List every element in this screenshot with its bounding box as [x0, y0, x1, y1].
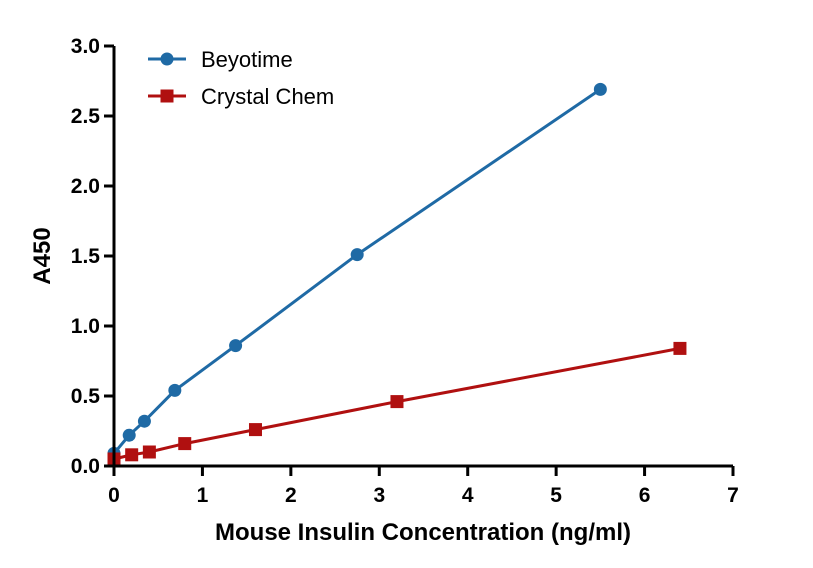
data-point	[248, 423, 262, 437]
data-point	[168, 383, 182, 397]
legend-label-beyotime: Beyotime	[201, 47, 293, 72]
data-point	[178, 437, 192, 451]
y-axis-label: A450	[29, 227, 56, 284]
data-point	[125, 448, 139, 462]
series-crystal-chem	[107, 341, 687, 466]
legend-label-crystal-chem: Crystal Chem	[201, 84, 334, 109]
y-tick-label: 2.0	[71, 175, 100, 198]
legend-entry-crystal-chem: Crystal Chem	[148, 84, 334, 109]
legend-entry-beyotime: Beyotime	[148, 47, 293, 72]
legend-marker-beyotime	[160, 52, 174, 66]
series-beyotime	[107, 82, 607, 460]
data-point	[229, 339, 243, 353]
plot-area	[107, 82, 687, 466]
x-tick-label: 3	[373, 484, 385, 507]
x-tick-label: 7	[727, 484, 739, 507]
series-line-beyotime	[112, 88, 602, 455]
y-tick-label: 3.0	[71, 35, 100, 58]
y-tick-label: 0.5	[71, 385, 101, 408]
legend: Beyotime Crystal Chem	[148, 47, 334, 109]
y-tick-label: 1.5	[71, 245, 101, 268]
data-point	[122, 428, 136, 442]
x-tick-label: 5	[550, 484, 562, 507]
data-point	[350, 248, 364, 262]
data-point	[137, 414, 151, 428]
legend-marker-crystal-chem	[160, 89, 174, 103]
x-tick-label: 6	[639, 484, 651, 507]
x-axis-label: Mouse Insulin Concentration (ng/ml)	[215, 519, 631, 546]
y-tick-label: 0.0	[71, 455, 100, 478]
x-tick-label: 2	[285, 484, 297, 507]
ticks: 0 1 2 3 4 5 6 7 0.0 0.5 1.0 1.5 2.0 2.5 3.0	[71, 35, 739, 507]
x-tick-label: 0	[108, 484, 120, 507]
x-tick-label: 4	[462, 484, 474, 507]
data-point	[593, 82, 607, 96]
data-point	[673, 341, 687, 355]
x-tick-label: 1	[197, 484, 209, 507]
axes	[112, 46, 733, 468]
y-tick-label: 2.5	[71, 105, 101, 128]
data-point	[142, 445, 156, 459]
y-tick-label: 1.0	[71, 315, 100, 338]
data-point	[390, 395, 404, 409]
